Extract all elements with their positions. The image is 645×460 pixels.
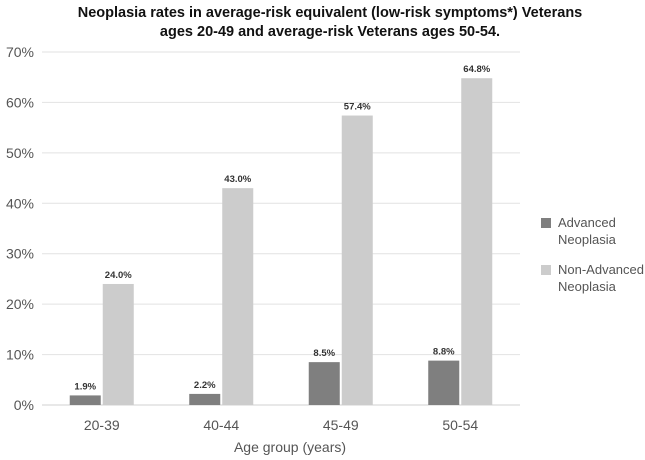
- bar: [461, 78, 493, 406]
- data-label: 1.9%: [74, 381, 96, 392]
- y-tick-label: 60%: [6, 94, 34, 110]
- bar: [222, 188, 254, 405]
- bar: [102, 283, 134, 405]
- legend-label: Neoplasia: [558, 232, 617, 247]
- data-label: 43.0%: [224, 174, 251, 185]
- data-label: 2.2%: [194, 380, 216, 391]
- data-label: 8.8%: [433, 347, 455, 358]
- data-labels: 1.9% 24.0% 2.2% 43.0% 8.5% 57.4% 8.8% 64.8%: [74, 64, 490, 392]
- y-axis-ticks: 0% 10% 20% 30% 40% 50% 60% 70%: [6, 44, 34, 413]
- x-tick-label: 50-54: [442, 417, 478, 433]
- bar: [428, 360, 460, 405]
- chart-title: Neoplasia rates in average-risk equivale…: [78, 5, 582, 40]
- legend-swatch: [541, 265, 551, 275]
- legend-label: Non-Advanced: [558, 262, 644, 277]
- data-label: 8.5%: [313, 348, 335, 359]
- bar: [341, 115, 373, 405]
- data-label: 57.4%: [344, 102, 371, 113]
- x-axis-label: Age group (years): [234, 439, 346, 455]
- chart-title-line-1: Neoplasia rates in average-risk equivale…: [78, 5, 582, 21]
- legend: Advanced Neoplasia Non-Advanced Neoplasia: [541, 215, 644, 294]
- chart-title-line-2: ages 20-49 and average-risk Veterans age…: [160, 24, 500, 40]
- legend-swatch: [541, 218, 551, 228]
- y-tick-label: 50%: [6, 145, 34, 161]
- y-tick-label: 20%: [6, 296, 34, 312]
- x-tick-label: 40-44: [203, 417, 239, 433]
- y-tick-label: 10%: [6, 347, 34, 363]
- data-label: 24.0%: [105, 270, 132, 281]
- y-tick-label: 30%: [6, 246, 34, 262]
- bar: [189, 393, 221, 405]
- y-tick-label: 70%: [6, 44, 34, 60]
- y-tick-label: 0%: [14, 397, 34, 413]
- x-tick-label: 20-39: [84, 417, 120, 433]
- data-label: 64.8%: [463, 64, 490, 75]
- bars: [69, 78, 493, 406]
- x-tick-label: 45-49: [323, 417, 359, 433]
- legend-label: Advanced: [558, 215, 616, 230]
- legend-label: Neoplasia: [558, 279, 617, 294]
- bar: [308, 362, 340, 405]
- x-axis-ticks: 20-39 40-44 45-49 50-54: [84, 417, 479, 433]
- y-tick-label: 40%: [6, 195, 34, 211]
- bar: [69, 395, 101, 405]
